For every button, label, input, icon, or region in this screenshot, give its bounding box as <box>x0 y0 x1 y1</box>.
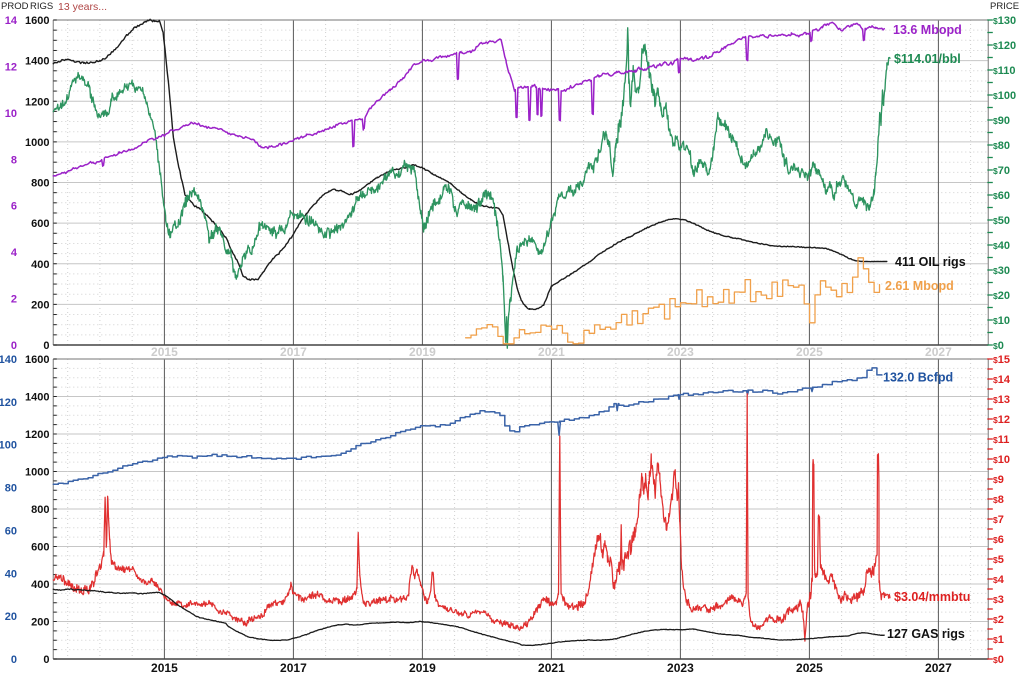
svg-text:$130: $130 <box>993 15 1016 27</box>
svg-text:2.61 Mbopd: 2.61 Mbopd <box>885 279 954 293</box>
svg-text:0: 0 <box>11 340 17 352</box>
svg-text:0: 0 <box>11 654 17 666</box>
svg-text:132.0 Bcfpd: 132.0 Bcfpd <box>883 371 953 385</box>
svg-text:20: 20 <box>5 611 17 623</box>
svg-text:$9: $9 <box>993 474 1004 486</box>
svg-text:140: 140 <box>0 354 17 366</box>
svg-text:800: 800 <box>31 504 49 516</box>
svg-text:$14: $14 <box>993 374 1011 386</box>
svg-text:1600: 1600 <box>25 15 49 27</box>
svg-text:$80: $80 <box>993 140 1010 152</box>
svg-text:0: 0 <box>43 340 49 352</box>
svg-text:2: 2 <box>11 294 17 306</box>
svg-text:13.6 Mbopd: 13.6 Mbopd <box>893 23 962 37</box>
svg-text:$13: $13 <box>993 394 1010 406</box>
svg-text:400: 400 <box>31 579 49 591</box>
svg-text:$60: $60 <box>993 190 1010 202</box>
svg-text:$6: $6 <box>993 534 1004 546</box>
svg-text:2021: 2021 <box>538 661 565 675</box>
svg-text:1000: 1000 <box>25 467 49 479</box>
svg-text:$7: $7 <box>993 514 1004 526</box>
svg-text:1000: 1000 <box>25 137 49 149</box>
svg-text:2023: 2023 <box>667 345 694 359</box>
svg-text:$120: $120 <box>993 40 1016 52</box>
svg-text:PRICE: PRICE <box>990 1 1019 12</box>
svg-text:$11: $11 <box>993 434 1009 446</box>
svg-text:$100: $100 <box>993 90 1016 102</box>
svg-text:1400: 1400 <box>25 392 49 404</box>
svg-text:2015: 2015 <box>151 661 178 675</box>
svg-text:10: 10 <box>5 108 17 120</box>
svg-text:$114.01/bbl: $114.01/bbl <box>894 52 961 66</box>
svg-text:$0: $0 <box>993 340 1004 352</box>
svg-text:200: 200 <box>31 299 49 311</box>
svg-text:800: 800 <box>31 178 49 190</box>
svg-text:6: 6 <box>11 201 17 213</box>
svg-text:$4: $4 <box>993 574 1005 586</box>
svg-text:120: 120 <box>0 397 17 409</box>
svg-text:1200: 1200 <box>25 96 49 108</box>
svg-text:2015: 2015 <box>151 345 178 359</box>
svg-text:200: 200 <box>31 617 49 629</box>
svg-text:100: 100 <box>0 440 17 452</box>
svg-text:600: 600 <box>31 542 49 554</box>
svg-text:$10: $10 <box>993 315 1010 327</box>
svg-text:PROD: PROD <box>1 1 29 12</box>
svg-text:12: 12 <box>5 61 17 73</box>
svg-text:$1: $1 <box>993 634 1004 646</box>
svg-text:2025: 2025 <box>796 661 823 675</box>
svg-text:$30: $30 <box>993 265 1010 277</box>
svg-text:8: 8 <box>11 154 17 166</box>
svg-text:$10: $10 <box>993 454 1010 466</box>
svg-text:$15: $15 <box>993 354 1010 366</box>
svg-text:1200: 1200 <box>25 429 49 441</box>
svg-text:2017: 2017 <box>280 345 307 359</box>
svg-text:$3: $3 <box>993 594 1004 606</box>
svg-text:2019: 2019 <box>409 345 436 359</box>
svg-text:40: 40 <box>5 568 17 580</box>
svg-text:14: 14 <box>5 15 18 27</box>
svg-text:1400: 1400 <box>25 56 49 68</box>
svg-text:400: 400 <box>31 259 49 271</box>
svg-text:2023: 2023 <box>667 661 694 675</box>
svg-text:RIGS: RIGS <box>30 1 53 12</box>
svg-text:0: 0 <box>43 654 49 666</box>
svg-text:127 GAS rigs: 127 GAS rigs <box>887 627 965 641</box>
svg-text:$110: $110 <box>993 65 1015 77</box>
svg-text:1600: 1600 <box>25 354 49 366</box>
svg-text:$12: $12 <box>993 414 1010 426</box>
svg-text:$8: $8 <box>993 494 1004 506</box>
svg-text:600: 600 <box>31 218 49 230</box>
svg-text:2019: 2019 <box>409 661 436 675</box>
svg-text:13 years...: 13 years... <box>58 1 107 13</box>
svg-text:$5: $5 <box>993 554 1004 566</box>
svg-text:2017: 2017 <box>280 661 307 675</box>
svg-text:$40: $40 <box>993 240 1010 252</box>
svg-text:4: 4 <box>11 247 18 259</box>
svg-text:$0: $0 <box>993 654 1004 666</box>
svg-text:60: 60 <box>5 525 17 537</box>
svg-text:2027: 2027 <box>925 345 952 359</box>
svg-text:80: 80 <box>5 483 17 495</box>
svg-text:$20: $20 <box>993 290 1010 302</box>
svg-text:2025: 2025 <box>796 345 823 359</box>
svg-text:$50: $50 <box>993 215 1010 227</box>
svg-text:$3.04/mmbtu: $3.04/mmbtu <box>894 590 970 604</box>
svg-text:$70: $70 <box>993 165 1010 177</box>
svg-text:$2: $2 <box>993 614 1004 626</box>
svg-text:2021: 2021 <box>538 345 565 359</box>
svg-text:2027: 2027 <box>925 661 952 675</box>
svg-text:$90: $90 <box>993 115 1010 127</box>
svg-text:411 OIL rigs: 411 OIL rigs <box>895 255 966 269</box>
